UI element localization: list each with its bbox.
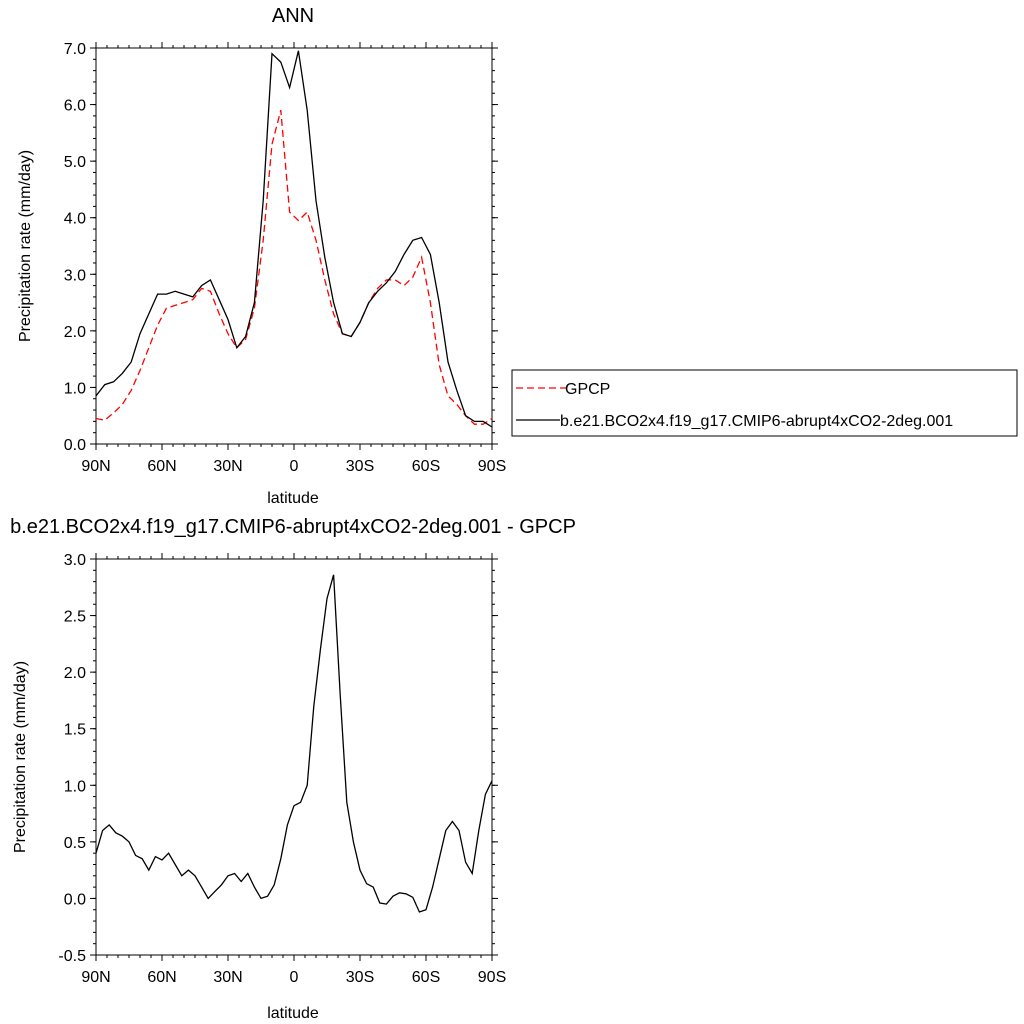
x-tick-label: 30S	[346, 458, 374, 475]
y-tick-label: 1.5	[64, 722, 86, 739]
x-tick-label: 30N	[213, 458, 242, 475]
legend-label-model: b.e21.BCO2x4.f19_g17.CMIP6-abrupt4xCO2-2…	[560, 413, 953, 430]
y-tick-label: 1.0	[64, 778, 86, 795]
x-tick-label: 60N	[147, 969, 176, 986]
y-tick-label: 0.0	[64, 437, 86, 454]
y-tick-label: 3.0	[64, 552, 86, 569]
tick-marks	[90, 553, 498, 961]
plot-frame	[95, 47, 493, 445]
legend: GPCP b.e21.BCO2x4.f19_g17.CMIP6-abrupt4x…	[511, 369, 1018, 437]
x-tick-labels: 90N 60N 30N 0 30S 60S 90S	[81, 458, 506, 475]
tick-marks	[90, 42, 498, 450]
y-axis-label: Precipitation rate (mm/day)	[17, 150, 34, 342]
x-tick-label: 0	[290, 458, 299, 475]
y-tick-label: 2.0	[64, 324, 86, 341]
plot-frame	[95, 558, 493, 956]
panel-difference: b.e21.BCO2x4.f19_g17.CMIP6-abrupt4xCO2-2…	[10, 516, 576, 1022]
x-tick-label: 60S	[412, 969, 440, 986]
x-tick-label: 90N	[81, 969, 110, 986]
legend-box	[511, 369, 1018, 437]
x-tick-label: 0	[290, 969, 299, 986]
data-series	[95, 574, 493, 913]
y-tick-label: 4.0	[64, 211, 86, 228]
x-tick-label: 90S	[478, 969, 506, 986]
legend-label-gpcp: GPCP	[565, 381, 610, 398]
data-series	[95, 50, 493, 428]
series-line-difference	[95, 574, 493, 913]
y-tick-label: 1.0	[64, 380, 86, 397]
chart-title: b.e21.BCO2x4.f19_g17.CMIP6-abrupt4xCO2-2…	[10, 516, 576, 538]
x-tick-label: 60S	[412, 458, 440, 475]
x-axis-label: latitude	[267, 1005, 319, 1022]
chart-title: ANN	[272, 5, 314, 27]
panel-annual-mean: ANN 0.0 1.0 2.0 3.0 4.0 5.0 6.0 7.0 90N 60N 30N 0 3…	[17, 5, 1018, 507]
x-tick-label: 30S	[346, 969, 374, 986]
y-tick-label: 0.5	[64, 835, 86, 852]
series-line-gpcp	[95, 110, 493, 425]
y-tick-labels: -0.5 0.0 0.5 1.0 1.5 2.0 2.5 3.0	[58, 552, 86, 965]
y-tick-label: 2.5	[64, 609, 86, 626]
series-line-model	[95, 50, 493, 428]
x-tick-label: 90N	[81, 458, 110, 475]
y-tick-label: 3.0	[64, 267, 86, 284]
y-axis-label: Precipitation rate (mm/day)	[12, 661, 29, 853]
y-tick-label: 7.0	[64, 41, 86, 58]
x-tick-label: 60N	[147, 458, 176, 475]
y-tick-label: 6.0	[64, 98, 86, 115]
x-axis-label: latitude	[267, 490, 319, 507]
x-tick-labels: 90N 60N 30N 0 30S 60S 90S	[81, 969, 506, 986]
x-tick-label: 30N	[213, 969, 242, 986]
x-tick-label: 90S	[478, 458, 506, 475]
y-tick-label: 0.0	[64, 891, 86, 908]
y-tick-label: 5.0	[64, 154, 86, 171]
y-tick-labels: 0.0 1.0 2.0 3.0 4.0 5.0 6.0 7.0	[64, 41, 86, 454]
y-tick-label: 2.0	[64, 665, 86, 682]
y-tick-label: -0.5	[58, 948, 86, 965]
